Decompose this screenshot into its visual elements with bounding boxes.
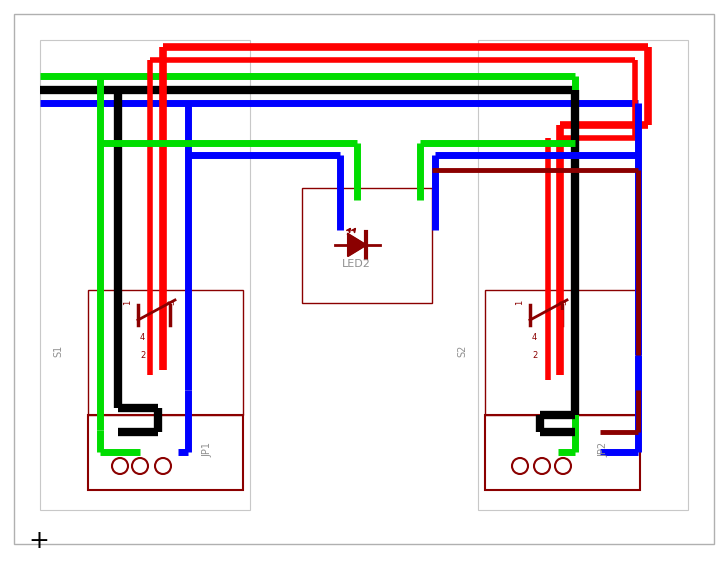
Text: 2: 2 (532, 351, 537, 360)
Text: S1: S1 (53, 345, 63, 357)
Bar (40, 40, 250, 510)
Text: 4: 4 (532, 333, 537, 342)
Text: JP1: JP1 (202, 442, 212, 457)
Bar (485, 415, 640, 490)
Text: LED2: LED2 (342, 259, 371, 269)
Text: 1: 1 (124, 300, 132, 305)
Polygon shape (348, 234, 366, 256)
Text: +: + (28, 529, 49, 553)
Text: 4: 4 (140, 333, 146, 342)
Text: S2: S2 (457, 345, 467, 357)
Text: 3: 3 (560, 300, 569, 305)
Bar (485, 290, 640, 415)
Text: 2: 2 (140, 351, 146, 360)
Bar (88, 290, 243, 415)
Bar (478, 40, 688, 510)
Text: 3: 3 (167, 300, 176, 305)
Text: JP2: JP2 (598, 442, 608, 457)
Text: 1: 1 (515, 300, 524, 305)
Bar (302, 188, 432, 303)
Bar (88, 415, 243, 490)
